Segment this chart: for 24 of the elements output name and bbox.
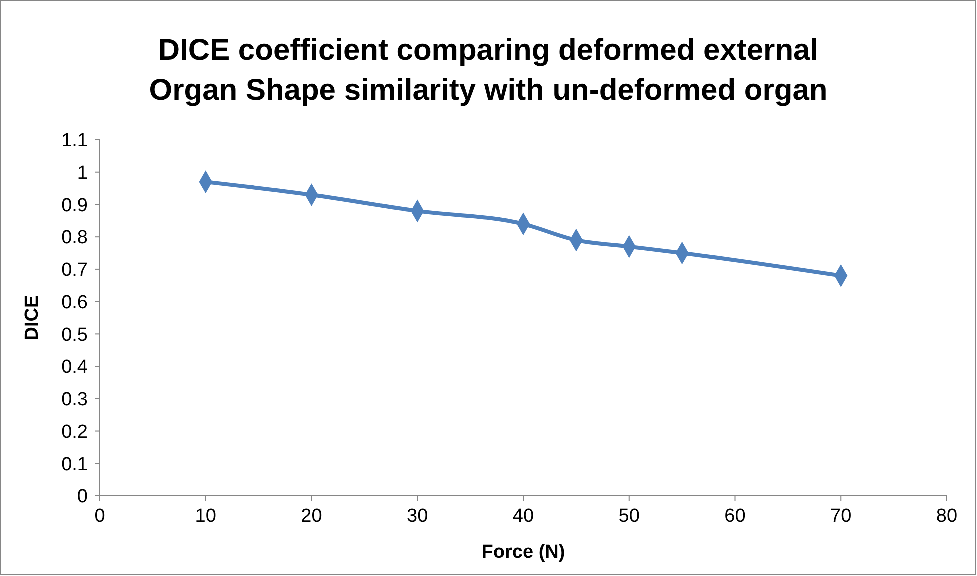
y-axis-title: DICE xyxy=(22,295,43,341)
y-tick-label: 0.1 xyxy=(62,454,88,476)
y-tick-label: 0.3 xyxy=(62,390,88,411)
y-tick-label: 0.2 xyxy=(62,422,88,443)
y-tick-label: 0.9 xyxy=(62,195,88,216)
y-tick-label: 1 xyxy=(77,163,88,184)
x-tick-label: 0 xyxy=(94,506,106,527)
y-tick-label: 0.6 xyxy=(62,292,88,314)
x-tick-label: 40 xyxy=(512,506,534,527)
x-tick-label: 10 xyxy=(195,506,216,527)
y-tick-label: 0 xyxy=(77,486,88,508)
x-tick-label: 30 xyxy=(407,506,428,527)
x-tick-label: 20 xyxy=(301,506,322,527)
y-tick-label: 0.7 xyxy=(62,260,88,282)
y-tick-label: 1.1 xyxy=(62,130,88,152)
y-tick-label: 0.5 xyxy=(62,324,88,346)
x-tick-label: 50 xyxy=(618,506,640,527)
y-tick-label: 0.8 xyxy=(62,228,88,249)
y-tick-label: 0.4 xyxy=(62,357,88,378)
x-tick-label: 60 xyxy=(724,506,746,527)
chart-title: DICE coefficient comparing deformed external Organ Shape similarity with un-deformed organ xyxy=(149,34,828,107)
x-tick-label: 80 xyxy=(936,506,958,527)
x-tick-label: 70 xyxy=(830,506,852,527)
x-axis-title: Force (N) xyxy=(482,542,566,563)
